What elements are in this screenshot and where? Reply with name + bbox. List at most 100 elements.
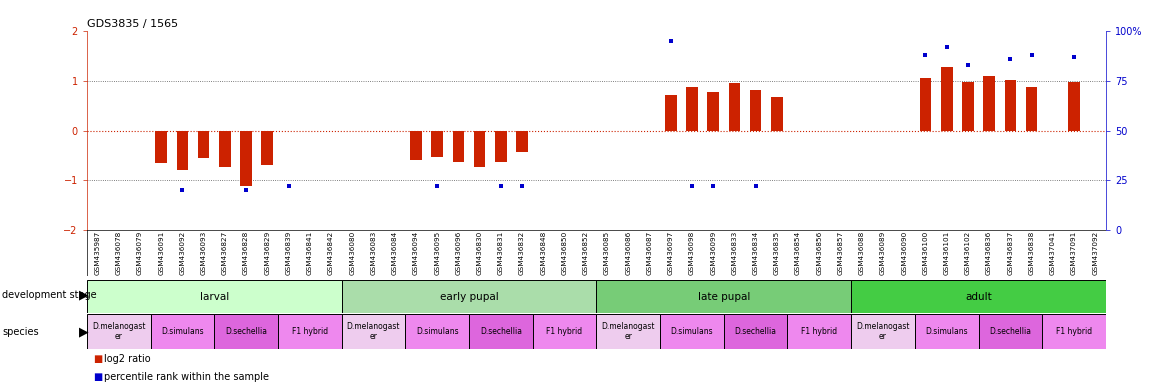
Bar [87,280,342,313]
Bar [474,131,485,167]
Text: D.sechellia: D.sechellia [734,327,777,336]
Text: GSM436096: GSM436096 [455,230,461,275]
Bar [410,131,422,159]
Text: GSM436848: GSM436848 [541,230,547,275]
Bar [533,314,596,349]
Text: GSM436830: GSM436830 [477,230,483,275]
Text: GSM436099: GSM436099 [710,230,716,275]
Text: GSM436856: GSM436856 [816,230,822,275]
Bar [919,78,931,131]
Bar [724,314,787,349]
Bar [851,280,1106,313]
Text: percentile rank within the sample: percentile rank within the sample [104,372,269,382]
Bar [771,97,783,131]
Bar [278,314,342,349]
Text: GSM436850: GSM436850 [562,230,567,275]
Text: GSM436087: GSM436087 [646,230,652,275]
Text: D.sechellia: D.sechellia [225,327,267,336]
Bar [940,67,953,131]
Bar [708,92,719,131]
Text: GSM436097: GSM436097 [668,230,674,275]
Bar [915,314,979,349]
Text: GDS3835 / 1565: GDS3835 / 1565 [87,18,178,28]
Bar [728,83,740,131]
Bar [596,280,851,313]
Text: F1 hybrid: F1 hybrid [801,327,837,336]
Text: GSM436854: GSM436854 [796,230,801,275]
Text: GSM436827: GSM436827 [222,230,228,275]
Text: GSM436842: GSM436842 [328,230,334,275]
Bar [342,280,596,313]
Text: ■: ■ [93,354,102,364]
Text: ▶: ▶ [79,288,88,301]
Text: adult: adult [965,291,992,302]
Bar [151,314,214,349]
Text: GSM436831: GSM436831 [498,230,504,275]
Text: GSM436083: GSM436083 [371,230,376,275]
Text: larval: larval [199,291,229,302]
Text: log2 ratio: log2 ratio [104,354,151,364]
Bar [1042,314,1106,349]
Text: early pupal: early pupal [440,291,498,302]
Text: GSM437092: GSM437092 [1092,230,1098,275]
Text: GSM436102: GSM436102 [965,230,970,275]
Text: GSM436835: GSM436835 [774,230,779,275]
Bar [516,131,528,152]
Text: GSM437091: GSM437091 [1071,230,1077,275]
Text: D.melanogast
er: D.melanogast er [856,322,910,341]
Text: ▶: ▶ [79,326,88,339]
Text: D.simulans: D.simulans [670,327,713,336]
Text: late pupal: late pupal [697,291,750,302]
Bar [660,314,724,349]
Text: ■: ■ [93,372,102,382]
Text: GSM436838: GSM436838 [1028,230,1034,275]
Text: GSM436839: GSM436839 [286,230,292,275]
Text: D.sechellia: D.sechellia [989,327,1032,336]
Text: GSM436089: GSM436089 [880,230,886,275]
Text: development stage: development stage [2,290,97,300]
Text: GSM436101: GSM436101 [944,230,950,275]
Text: F1 hybrid: F1 hybrid [292,327,328,336]
Bar [176,131,189,170]
Text: F1 hybrid: F1 hybrid [547,327,582,336]
Text: GSM437041: GSM437041 [1050,230,1056,275]
Bar [155,131,167,163]
Text: GSM436090: GSM436090 [901,230,907,275]
Bar [262,131,273,164]
Bar [851,314,915,349]
Text: D.sechellia: D.sechellia [479,327,522,336]
Text: GSM436092: GSM436092 [179,230,185,275]
Text: GSM435987: GSM435987 [95,230,101,275]
Text: D.simulans: D.simulans [925,327,968,336]
Bar [787,314,851,349]
Bar [214,314,278,349]
Bar [198,131,210,158]
Text: species: species [2,327,39,337]
Text: GSM436836: GSM436836 [987,230,992,275]
Bar [240,131,252,187]
Text: D.melanogast
er: D.melanogast er [601,322,655,341]
Text: D.simulans: D.simulans [161,327,204,336]
Bar [405,314,469,349]
Text: GSM436834: GSM436834 [753,230,758,275]
Text: GSM436080: GSM436080 [350,230,356,275]
Text: GSM436084: GSM436084 [391,230,397,275]
Text: GSM436095: GSM436095 [434,230,440,275]
Bar [342,314,405,349]
Text: GSM436078: GSM436078 [116,230,122,275]
Text: GSM436079: GSM436079 [137,230,142,275]
Text: GSM436857: GSM436857 [837,230,843,275]
Bar [1068,82,1080,131]
Bar [87,314,151,349]
Bar [453,131,464,162]
Text: D.melanogast
er: D.melanogast er [346,322,401,341]
Text: F1 hybrid: F1 hybrid [1056,327,1092,336]
Bar [1026,87,1038,131]
Bar [1004,79,1017,131]
Text: GSM436829: GSM436829 [264,230,270,275]
Bar [749,89,762,131]
Bar [979,314,1042,349]
Text: D.melanogast
er: D.melanogast er [91,322,146,341]
Text: GSM436837: GSM436837 [1007,230,1013,275]
Text: GSM436100: GSM436100 [923,230,929,275]
